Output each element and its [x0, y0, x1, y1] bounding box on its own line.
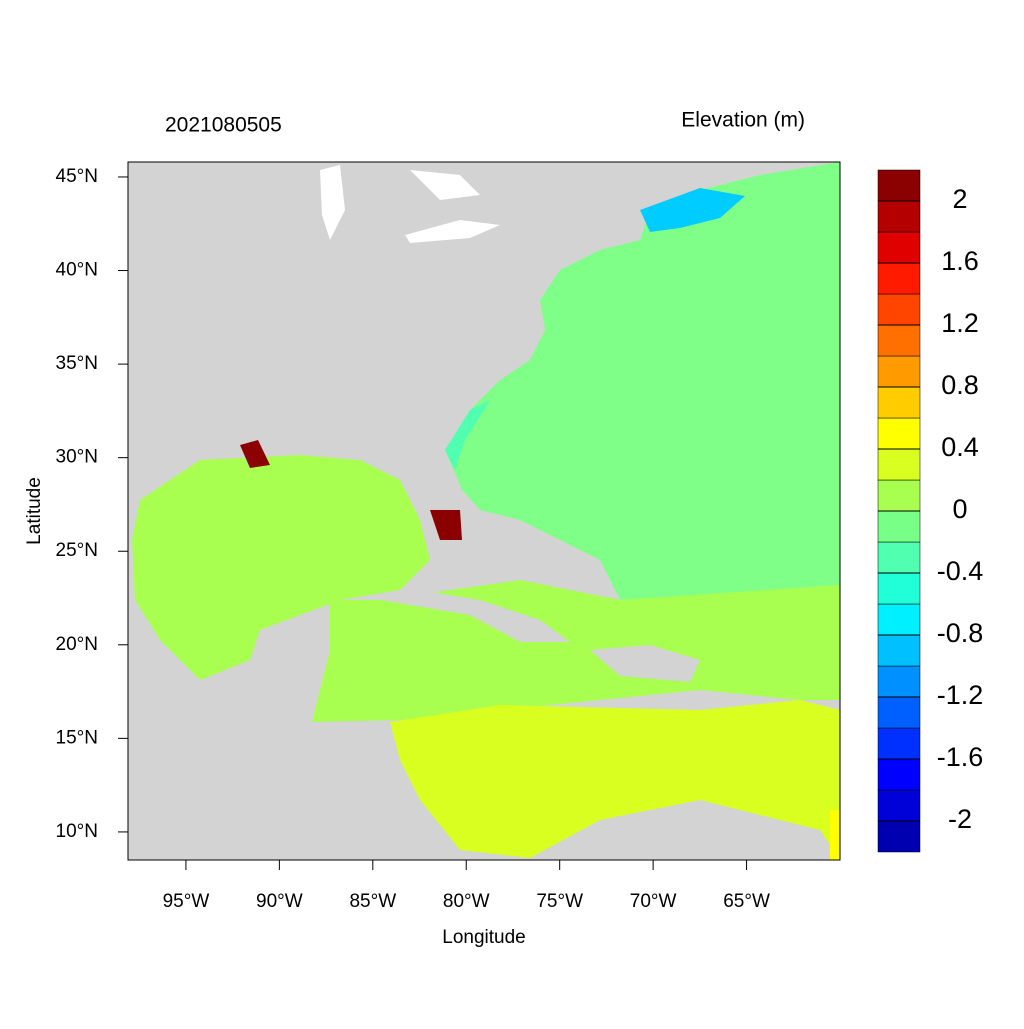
- y-tick-label: 45°N: [56, 166, 98, 187]
- y-tick-label: 15°N: [56, 727, 98, 748]
- caribbean: [312, 580, 840, 722]
- colorbar-box: [877, 417, 921, 450]
- colorbar-tick-label: -0.4: [937, 556, 984, 586]
- y-tick-label: 30°N: [56, 447, 98, 468]
- colorbar-box: [877, 448, 921, 481]
- gulf-of-mexico: [132, 455, 430, 680]
- colorbar-tick-label: 0: [952, 494, 967, 524]
- colorbar-tick-label: 1.2: [941, 308, 979, 338]
- colorbar-box: [877, 293, 921, 326]
- colorbar-box: [877, 572, 921, 605]
- cuba: [380, 590, 570, 642]
- y-tick-label: 25°N: [56, 540, 98, 561]
- y-tick-label: 35°N: [56, 353, 98, 374]
- x-tick-label: 90°W: [256, 891, 303, 912]
- colorbar-box: [877, 603, 921, 636]
- coastal-cell: [830, 810, 840, 860]
- surge-florida: [430, 510, 462, 540]
- southern-caribbean: [390, 700, 840, 860]
- colorbar-tick-label: -1.2: [937, 680, 984, 710]
- colorbar-tick-label: -1.6: [937, 742, 984, 772]
- colorbar-box: [877, 727, 921, 760]
- x-axis-label: Longitude: [442, 927, 525, 948]
- colorbar-tick-label: 1.6: [941, 246, 979, 276]
- x-tick-label: 85°W: [349, 891, 396, 912]
- y-tick-label: 20°N: [56, 634, 98, 655]
- lake: [405, 220, 500, 243]
- colorbar-tick-label: -0.8: [937, 618, 984, 648]
- x-tick-label: 75°W: [536, 891, 583, 912]
- colorbar-box: [877, 758, 921, 791]
- colorbar-tick-label: 2: [952, 184, 967, 214]
- title-left: 2021080505: [165, 114, 282, 137]
- colorbar-tick-label: 0.4: [941, 432, 979, 462]
- colorbar-box: [877, 634, 921, 667]
- surge-louisiana: [240, 440, 270, 468]
- x-tick-label: 80°W: [443, 891, 490, 912]
- x-tick-label: 65°W: [723, 891, 770, 912]
- colorbar-box: [877, 355, 921, 388]
- colorbar-box: [877, 510, 921, 543]
- colorbar-box: [877, 820, 921, 853]
- x-tick-label: 70°W: [630, 891, 677, 912]
- colorbar-box: [877, 262, 921, 295]
- y-tick-label: 10°N: [56, 821, 98, 842]
- colorbar-box: [877, 789, 921, 822]
- colorbar-box: [877, 386, 921, 419]
- title-right: Elevation (m): [681, 109, 805, 132]
- gulf-of-maine: [640, 188, 745, 232]
- colorbar-box: [877, 696, 921, 729]
- colorbar-box: [877, 541, 921, 574]
- plot-frame: [127, 161, 841, 861]
- lake: [410, 170, 480, 200]
- colorbar-box: [877, 231, 921, 264]
- colorbar-tick-label: 0.8: [941, 370, 979, 400]
- colorbar-tick-label: -2: [948, 804, 972, 834]
- y-tick-label: 40°N: [56, 260, 98, 281]
- map-area: [128, 162, 840, 860]
- colorbar-box: [877, 200, 921, 233]
- shelf: [445, 400, 490, 470]
- atlantic: [445, 162, 840, 600]
- lake: [320, 165, 345, 240]
- hispaniola: [590, 645, 700, 682]
- colorbar-box: [877, 479, 921, 512]
- colorbar-box: [877, 665, 921, 698]
- colorbar-box: [877, 324, 921, 357]
- y-axis-label: Latitude: [24, 477, 45, 545]
- colorbar-box: [877, 169, 921, 202]
- x-tick-label: 95°W: [163, 891, 210, 912]
